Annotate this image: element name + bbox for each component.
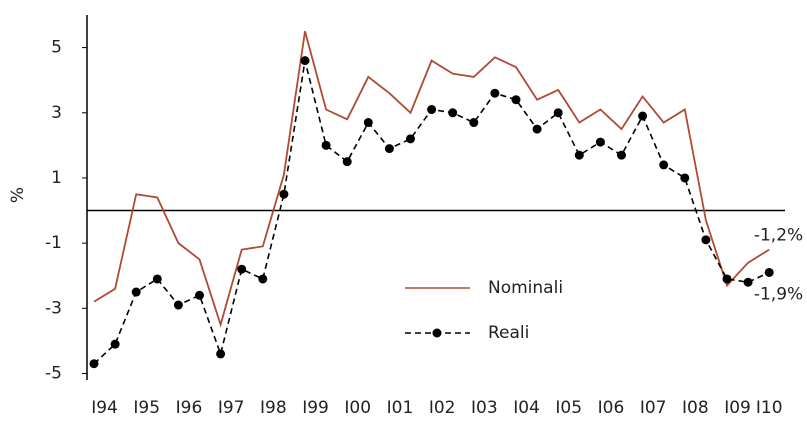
data-point bbox=[406, 134, 415, 144]
series-line bbox=[93, 31, 770, 328]
x-tick-label: I07 bbox=[640, 398, 667, 418]
x-tick-label: I03 bbox=[471, 398, 498, 418]
data-point bbox=[469, 118, 479, 128]
x-tick-label: I96 bbox=[176, 398, 203, 418]
y-tick-label: -5 bbox=[45, 363, 62, 383]
data-point bbox=[764, 267, 774, 277]
x-tick-label: I08 bbox=[682, 398, 709, 418]
y-tick-label: -3 bbox=[45, 298, 62, 318]
data-point bbox=[173, 300, 183, 310]
y-tick-label: 3 bbox=[51, 103, 62, 123]
data-point bbox=[743, 277, 753, 287]
data-point bbox=[722, 274, 732, 284]
data-point bbox=[363, 118, 373, 128]
data-point bbox=[532, 124, 542, 134]
x-tick-label: I00 bbox=[344, 398, 371, 418]
data-point bbox=[110, 339, 120, 349]
data-point bbox=[595, 137, 605, 147]
data-point bbox=[574, 150, 584, 160]
data-point bbox=[321, 140, 331, 150]
x-tick-label: I10 bbox=[756, 398, 783, 418]
data-point bbox=[216, 349, 226, 359]
x-tick-label: I95 bbox=[133, 398, 160, 418]
x-tick-label: I97 bbox=[218, 398, 245, 418]
x-tick-label: I09 bbox=[724, 398, 751, 418]
legend-label: Nominali bbox=[488, 278, 563, 298]
data-point bbox=[89, 359, 99, 369]
y-tick-label: 1 bbox=[51, 168, 62, 188]
data-point bbox=[258, 274, 268, 284]
x-tick-label: I99 bbox=[302, 398, 329, 418]
data-point bbox=[152, 274, 162, 284]
data-label: -1,2% bbox=[754, 226, 803, 246]
x-tick-label: I01 bbox=[387, 398, 414, 418]
data-point bbox=[638, 111, 648, 121]
x-tick-label: I05 bbox=[555, 398, 582, 418]
data-point bbox=[131, 287, 141, 297]
data-point bbox=[237, 264, 247, 274]
data-point bbox=[342, 157, 352, 167]
data-point bbox=[617, 150, 626, 160]
data-point bbox=[448, 108, 458, 118]
y-axis-label: % bbox=[8, 187, 28, 203]
data-point bbox=[427, 105, 437, 115]
x-tick-label: I04 bbox=[513, 398, 540, 418]
y-tick-label: -1 bbox=[45, 233, 62, 253]
data-point bbox=[279, 189, 289, 199]
x-tick-label: I98 bbox=[260, 398, 287, 418]
data-point bbox=[300, 56, 310, 66]
data-point bbox=[701, 235, 711, 245]
data-point bbox=[490, 88, 500, 98]
legend-label: Reali bbox=[488, 323, 529, 343]
data-point bbox=[384, 144, 394, 154]
data-label: -1,9% bbox=[754, 284, 803, 304]
data-point bbox=[195, 290, 204, 300]
data-point bbox=[680, 173, 690, 183]
x-tick-label: I06 bbox=[598, 398, 625, 418]
data-point bbox=[511, 95, 521, 105]
data-point bbox=[553, 108, 563, 118]
y-tick-label: 5 bbox=[51, 38, 62, 58]
x-tick-label: I94 bbox=[91, 398, 118, 418]
data-point bbox=[659, 160, 669, 170]
x-tick-label: I02 bbox=[429, 398, 456, 418]
legend-marker bbox=[432, 328, 442, 338]
